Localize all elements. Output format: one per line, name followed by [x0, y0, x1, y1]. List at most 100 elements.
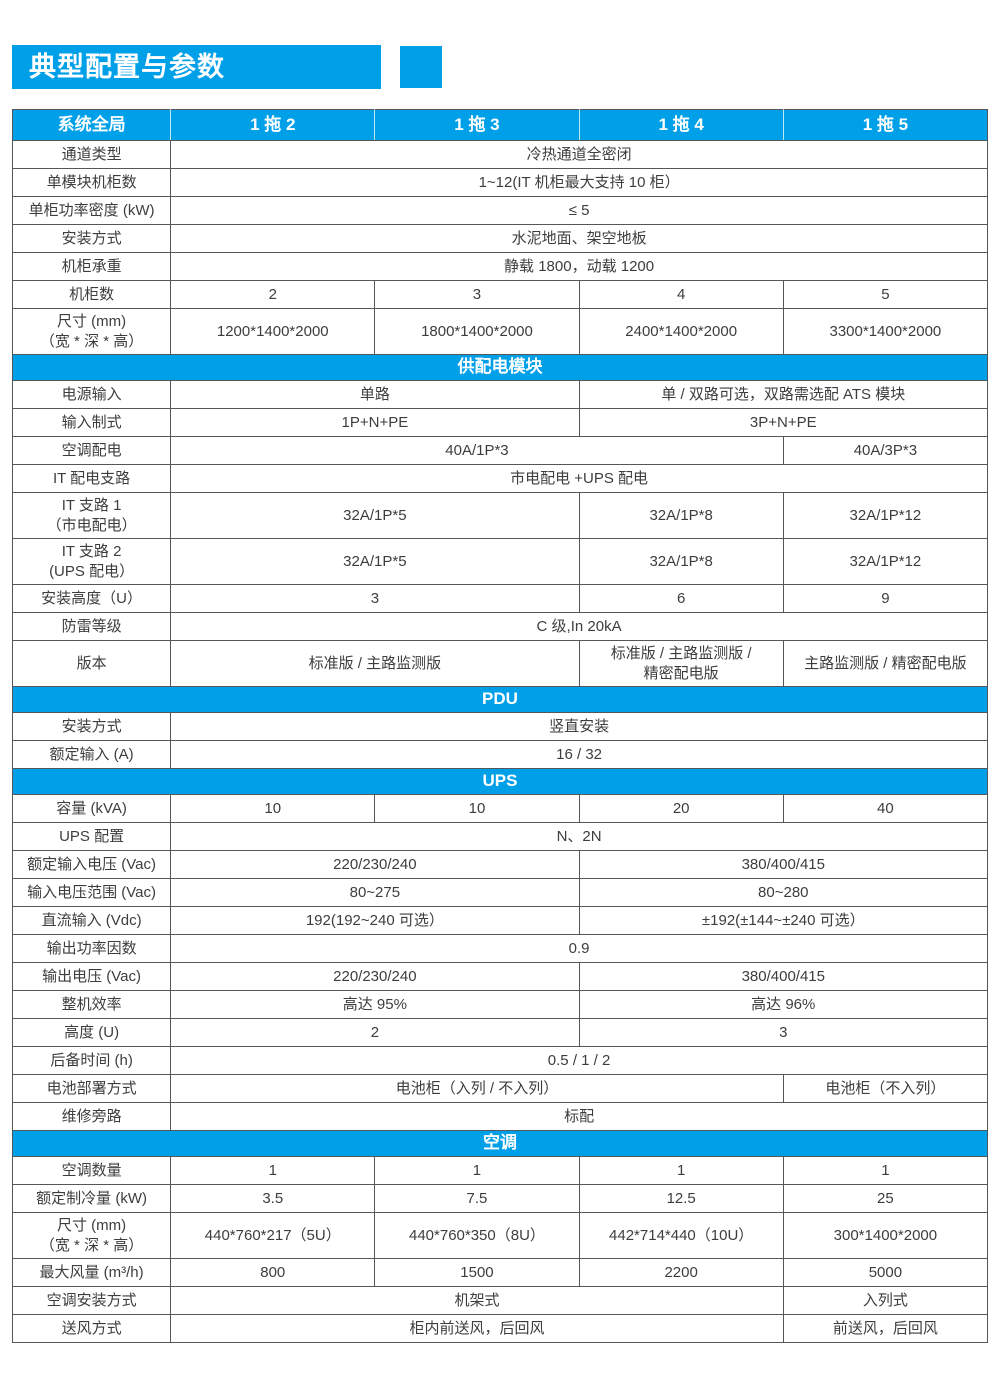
table-row: 单柜功率密度 (kW) ≤ 5 [11, 196, 988, 225]
table-row: 版本 标准版 / 主路监测版 标准版 / 主路监测版 / 精密配电版 主路监测版 / … [11, 640, 989, 687]
section-header-row: 空调 [12, 1130, 988, 1157]
value-cell: 25 [782, 1184, 989, 1213]
value-cell: 1800*1400*2000 [374, 308, 580, 355]
value-cell: 0.9 [170, 934, 988, 963]
table-row: 机柜承重 静载 1800，动载 1200 [11, 252, 988, 281]
row-label: 直流输入 (Vdc) [11, 906, 172, 935]
table-row: 机柜数 2 3 4 5 [11, 280, 989, 309]
row-label: 最大风量 (m³/h) [11, 1258, 172, 1287]
value-cell: 5 [782, 280, 989, 309]
row-label: 额定输入 (A) [11, 740, 172, 769]
value-cell: 3 [578, 1018, 989, 1047]
value-cell: 192(192~240 可选） [170, 906, 580, 935]
value-cell: 32A/1P*5 [170, 538, 580, 585]
table-row: 安装高度（U） 3 6 9 [11, 584, 989, 613]
value-cell: 2 [170, 1018, 580, 1047]
row-label: 尺寸 (mm) （宽 * 深 * 高） [11, 1212, 172, 1259]
table-row: 尺寸 (mm) （宽 * 深 * 高） 1200*1400*2000 1800*14… [11, 308, 989, 355]
row-label: 空调数量 [11, 1156, 172, 1185]
title-decor-square [400, 46, 442, 88]
value-cell: 40A/1P*3 [170, 436, 784, 465]
row-label: 空调安装方式 [11, 1286, 172, 1315]
value-cell: 440*760*350（8U） [374, 1212, 580, 1259]
column-header-config: 1 拖 2 [170, 109, 376, 141]
row-label: 机柜数 [11, 280, 172, 309]
row-label: 电源输入 [11, 380, 172, 409]
value-cell: 10 [374, 794, 580, 823]
row-label: 空调配电 [11, 436, 172, 465]
value-cell: 1200*1400*2000 [170, 308, 376, 355]
row-label: 后备时间 (h) [11, 1046, 172, 1075]
table-row: 安装方式 水泥地面、架空地板 [11, 224, 988, 253]
value-cell: 80~280 [578, 878, 989, 907]
value-cell: 标准版 / 主路监测版 / 精密配电版 [578, 640, 784, 687]
row-label: 输入制式 [11, 408, 172, 437]
value-cell: 柜内前送风，后回风 [170, 1314, 784, 1343]
table-row: 后备时间 (h) 0.5 / 1 / 2 [11, 1046, 988, 1075]
value-cell: 标配 [170, 1102, 988, 1131]
value-cell: 市电配电 +UPS 配电 [170, 464, 988, 493]
value-cell: 标准版 / 主路监测版 [170, 640, 580, 687]
table-row: 输出电压 (Vac) 220/230/240 380/400/415 [11, 962, 989, 991]
value-cell: 16 / 32 [170, 740, 988, 769]
row-label: 单模块机柜数 [11, 168, 172, 197]
value-cell: N、2N [170, 822, 988, 851]
value-cell: 2400*1400*2000 [578, 308, 784, 355]
spec-table-body: 通道类型 冷热通道全密闭 单模块机柜数 1~12(IT 机柜最大支持 10 柜） 单柜功… [11, 140, 989, 1343]
table-row: 单模块机柜数 1~12(IT 机柜最大支持 10 柜） [11, 168, 988, 197]
row-label: UPS 配置 [11, 822, 172, 851]
value-cell: 40 [782, 794, 989, 823]
value-cell: 2200 [578, 1258, 784, 1287]
section-title: 空调 [12, 1130, 988, 1157]
table-row: 通道类型 冷热通道全密闭 [11, 140, 988, 169]
table-row: 容量 (kVA) 10 10 20 40 [11, 794, 989, 823]
value-cell: 1 [170, 1156, 376, 1185]
row-label: IT 支路 1 （市电配电） [11, 492, 172, 539]
value-cell: 5000 [782, 1258, 989, 1287]
value-cell: 442*714*440（10U） [578, 1212, 784, 1259]
value-cell: 单 / 双路可选，双路需选配 ATS 模块 [578, 380, 989, 409]
value-cell: 单路 [170, 380, 580, 409]
value-cell: 32A/1P*8 [578, 492, 784, 539]
row-label: 电池部署方式 [11, 1074, 172, 1103]
value-cell: 220/230/240 [170, 850, 580, 879]
row-label: 高度 (U) [11, 1018, 172, 1047]
value-cell: 32A/1P*8 [578, 538, 784, 585]
value-cell: 3P+N+PE [578, 408, 989, 437]
value-cell: 2 [170, 280, 376, 309]
section-title: PDU [12, 686, 988, 713]
value-cell: 10 [170, 794, 376, 823]
value-cell: 7.5 [374, 1184, 580, 1213]
value-cell: 1P+N+PE [170, 408, 580, 437]
row-label: 安装方式 [11, 224, 172, 253]
section-title: 供配电模块 [12, 354, 988, 381]
row-label: 安装高度（U） [11, 584, 172, 613]
value-cell: 主路监测版 / 精密配电版 [782, 640, 989, 687]
value-cell: 冷热通道全密闭 [170, 140, 988, 169]
value-cell: 竖直安装 [170, 712, 988, 741]
value-cell: 3300*1400*2000 [782, 308, 989, 355]
value-cell: 4 [578, 280, 784, 309]
section-title: UPS [12, 768, 988, 795]
row-label: 输出电压 (Vac) [11, 962, 172, 991]
value-cell: 32A/1P*12 [782, 538, 989, 585]
value-cell: 380/400/415 [578, 962, 989, 991]
table-row: 整机效率 高达 95% 高达 96% [11, 990, 989, 1019]
value-cell: 1500 [374, 1258, 580, 1287]
row-label: 送风方式 [11, 1314, 172, 1343]
value-cell: 40A/3P*3 [782, 436, 989, 465]
table-row: 空调配电 40A/1P*3 40A/3P*3 [11, 436, 989, 465]
value-cell: 电池柜（入列 / 不入列） [170, 1074, 784, 1103]
value-cell: 前送风，后回风 [782, 1314, 989, 1343]
section-header-row: UPS [12, 768, 988, 795]
section-header-row: PDU [12, 686, 988, 713]
value-cell: 静载 1800，动载 1200 [170, 252, 988, 281]
table-row: 安装方式 竖直安装 [11, 712, 988, 741]
table-row: 直流输入 (Vdc) 192(192~240 可选） ±192(±144~±240 … [11, 906, 989, 935]
value-cell: 1 [578, 1156, 784, 1185]
row-label: 额定制冷量 (kW) [11, 1184, 172, 1213]
